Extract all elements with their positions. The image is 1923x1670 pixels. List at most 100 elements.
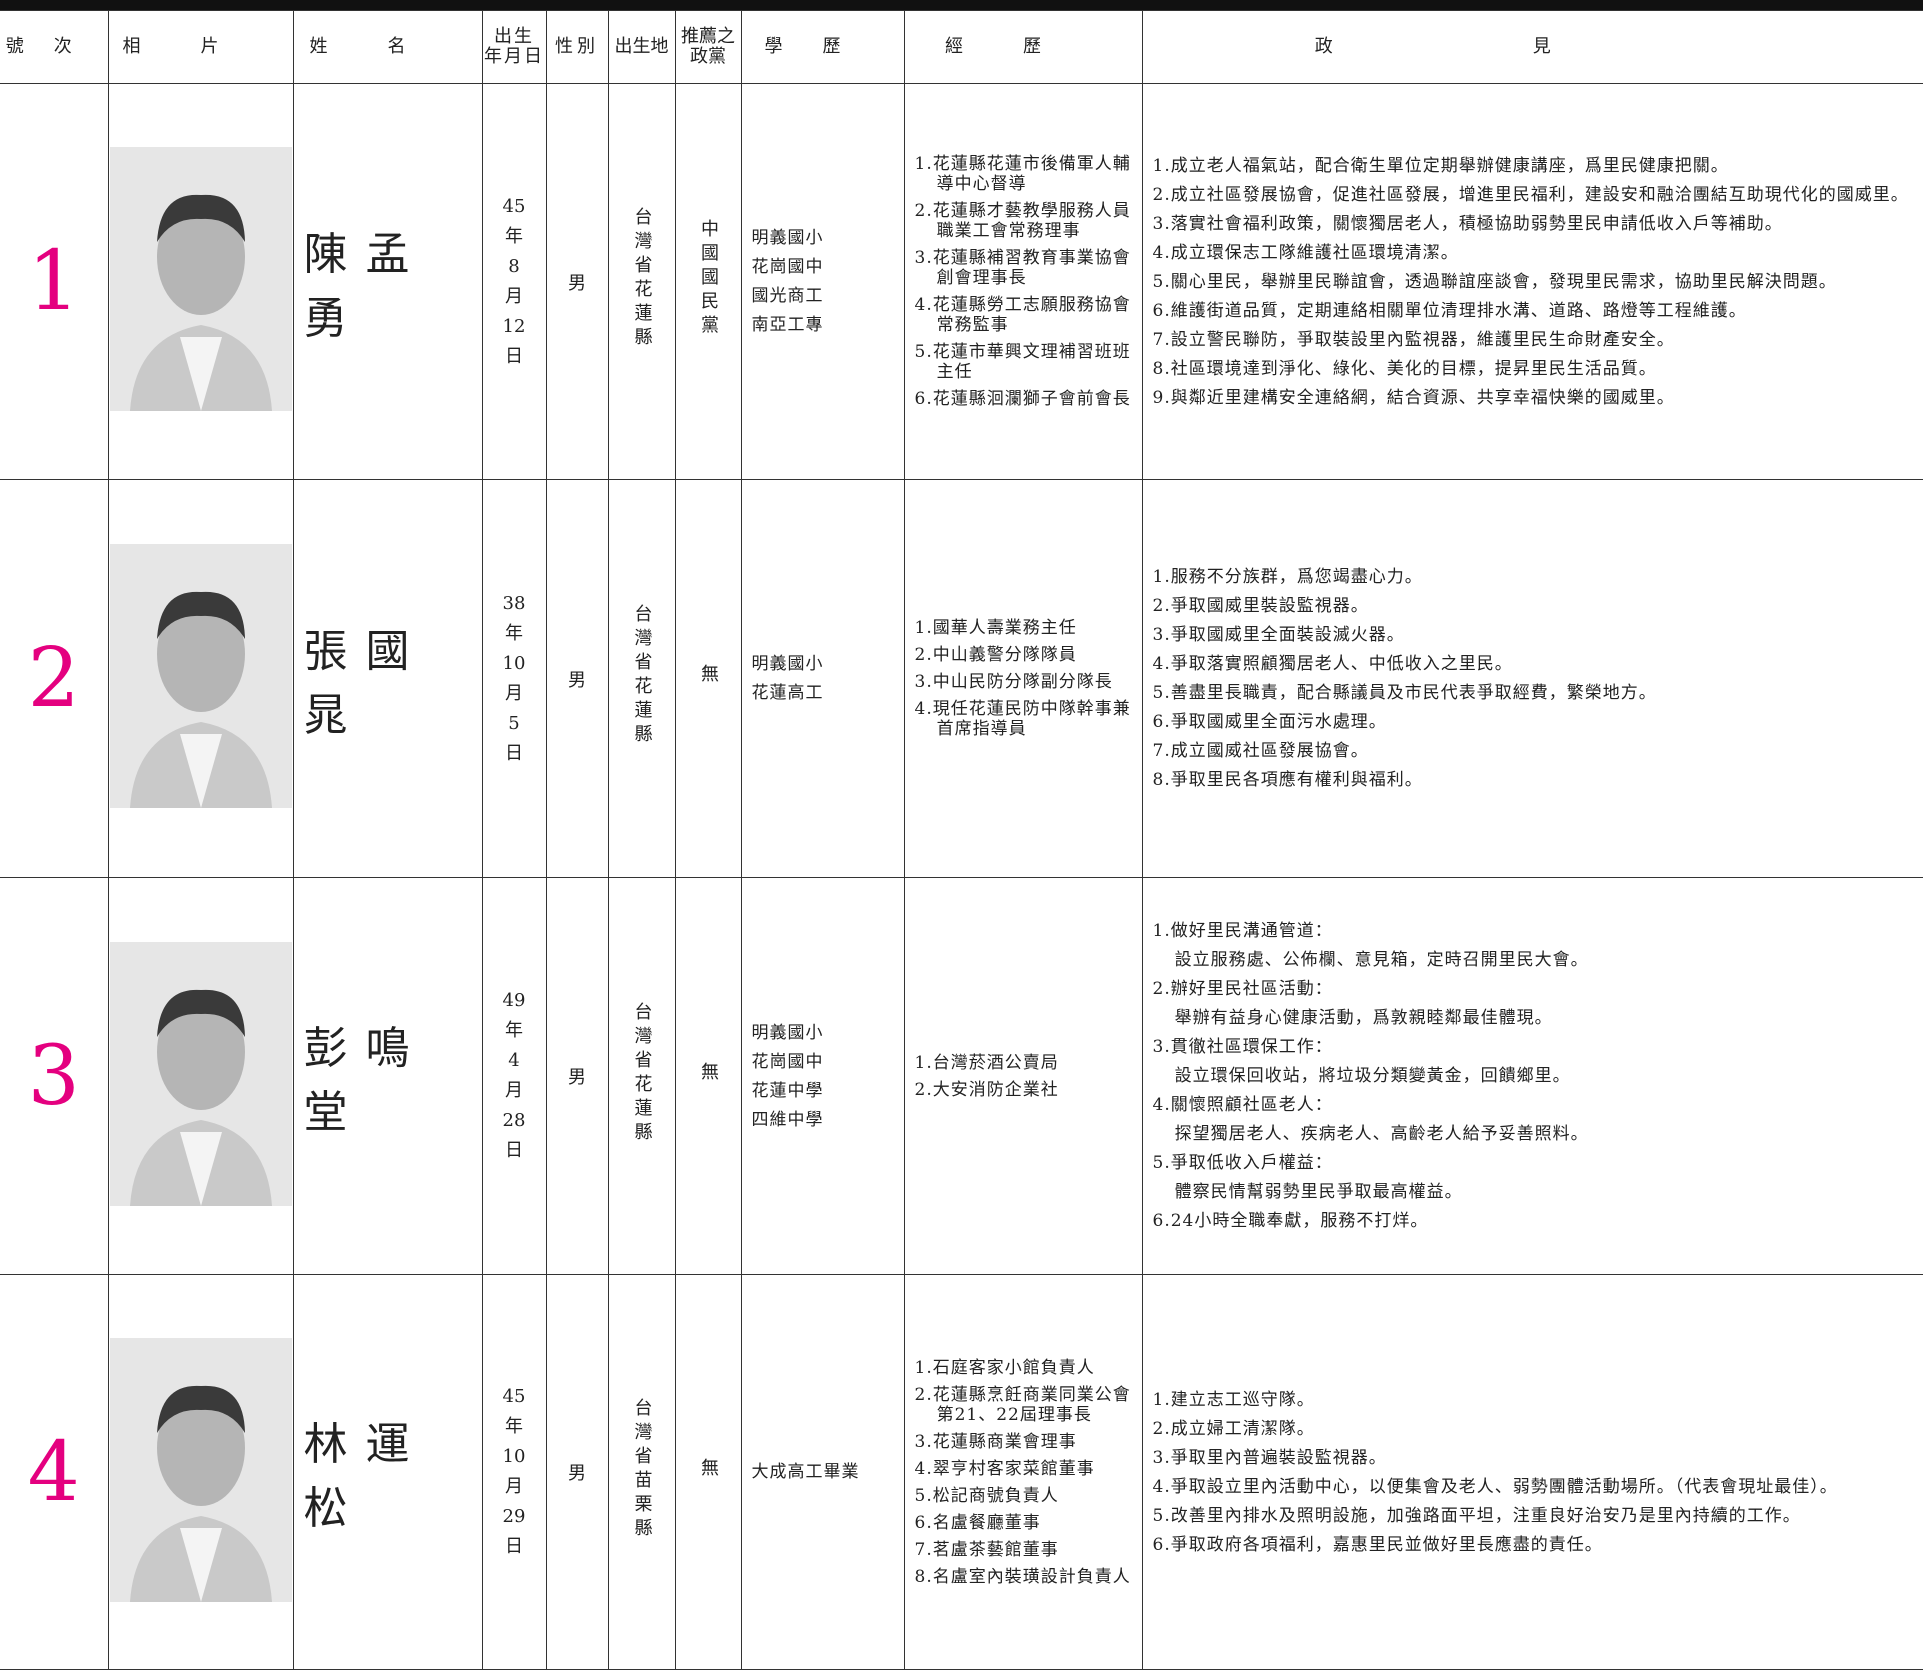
party: 無 xyxy=(698,1457,719,1482)
header-cell: 經歷 xyxy=(903,10,1143,84)
candidate-row: 2 張國晁 38 年 10 月 5 日男台灣省花蓮縣無明義國小 花蓮高工 1.國華人壽業務主任 2.… xyxy=(0,479,1923,878)
education-cell: 明義國小 花崗國中 國光商工 南亞工專 xyxy=(740,83,905,480)
experience-item: 2.花蓮縣才藝教學服務人員職業工會常務理事 xyxy=(914,201,1131,241)
platform-item: 7.成立國威社區發展協會。 xyxy=(1152,741,1369,761)
education-item: 四維中學 xyxy=(751,1109,824,1130)
birth-cell: 38 年 10 月 5 日 xyxy=(481,479,547,878)
candidate-number: 2 xyxy=(27,631,80,726)
birthplace-cell: 台灣省花蓮縣 xyxy=(607,877,676,1275)
birthplace-cell: 台灣省苗栗縣 xyxy=(607,1274,676,1670)
name-cell: 陳孟勇 xyxy=(292,83,483,480)
birth-part: 10 xyxy=(502,1446,526,1467)
candidate-row: 4 林運松 45 年 10 月 29 日 男 台灣省苗栗縣 無 大成高工畢業 1.石庭客家小館負責人 2.… xyxy=(0,1274,1923,1670)
platform-item: 5.善盡里長職責，配合縣議員及市民代表爭取經費，繁榮地方。 xyxy=(1152,683,1657,703)
header-text: 政見 xyxy=(1314,36,1751,58)
experience-item: 3.花蓮縣商業會理事 xyxy=(914,1431,1077,1452)
education-cell: 明義國小 花蓮高工 xyxy=(740,479,905,878)
header-row: 號次 相片 姓名 出生 年月日 性別 出生地 推薦之 政黨 學歷 經歷 政見 xyxy=(0,10,1923,84)
photo-cell xyxy=(107,877,294,1275)
birth-part: 月 xyxy=(505,682,523,704)
platform-item: 6.爭取國威里全面污水處理。 xyxy=(1152,712,1387,732)
number-cell: 2 xyxy=(0,479,109,878)
birth-part: 日 xyxy=(505,1536,523,1557)
education-item: 花崗國中 xyxy=(751,257,824,277)
candidate-name: 彭鳴堂 xyxy=(303,1023,428,1138)
number-cell: 3 xyxy=(0,877,109,1275)
experience-item: 5.花蓮市華興文理補習班班主任 xyxy=(914,342,1131,382)
experience-item: 1.國華人壽業務主任 xyxy=(914,618,1077,638)
platform-item: 6.維護街道品質，定期連絡相關單位清理排水溝、道路、路燈等工程維護。 xyxy=(1152,300,1747,321)
experience-item: 3.花蓮縣補習教育事業協會創會理事長 xyxy=(914,248,1131,288)
birthplace: 台灣省花蓮縣 xyxy=(631,1001,653,1146)
platform-item: 8.爭取里民各項應有權利與福利。 xyxy=(1152,770,1423,790)
birth-part: 日 xyxy=(505,742,523,764)
birth-part: 年 xyxy=(505,1416,523,1437)
birth-cell: 45 年 8 月 12 日 xyxy=(481,83,547,480)
party: 無 xyxy=(698,1061,719,1086)
platform-item: 7.設立警民聯防，爭取裝設里內監視器，維護里民生命財產安全。 xyxy=(1152,329,1675,350)
candidate-name: 陳孟勇 xyxy=(303,228,428,344)
birth-part: 月 xyxy=(505,285,523,307)
birth-part: 49 xyxy=(502,990,526,1011)
birth-part: 年 xyxy=(505,622,523,644)
platform-item: 3.貫徹社區環保工作： xyxy=(1152,1037,1333,1057)
education-item: 明義國小 xyxy=(751,228,824,248)
experience-item: 1.台灣菸酒公賣局 xyxy=(914,1052,1059,1073)
platform-item: 3.落實社會福利政策，關懷獨居老人，積極協助弱勢里民申請低收入戶等補助。 xyxy=(1152,213,1783,234)
header-cell: 性別 xyxy=(545,10,609,84)
platform-item: 1.服務不分族群，爲您竭盡心力。 xyxy=(1152,567,1423,587)
education-cell: 明義國小 花崗國中 花蓮中學 四維中學 xyxy=(740,877,905,1275)
education-item: 花崗國中 xyxy=(751,1051,824,1072)
header-text: 姓名 xyxy=(309,36,466,58)
birth-part: 29 xyxy=(502,1506,526,1527)
platform-item: 4.關懷照顧社區老人： xyxy=(1152,1095,1333,1115)
birth-part: 月 xyxy=(505,1080,523,1101)
photo-cell xyxy=(107,83,294,480)
platform-item: 2.成立社區發展協會，促進社區發展，增進里民福利，建設安和融洽團結互助現代化的國… xyxy=(1152,184,1909,205)
education-item: 大成高工畢業 xyxy=(751,1462,860,1482)
platform-item: 設立服務處、公佈欄、意見箱，定時召開里民大會。 xyxy=(1174,950,1589,970)
header-text: 性別 xyxy=(555,36,599,58)
experience-item: 8.名盧室內裝璜設計負責人 xyxy=(914,1566,1131,1587)
header-line: 年月日 xyxy=(484,46,544,67)
platform-item: 5.改善里內排水及照明設施，加強路面平坦，注重良好治安乃是里內持續的工作。 xyxy=(1152,1505,1801,1526)
platform-item: 5.關心里民，舉辦里民聯誼會，透過聯誼座談會，發現里民需求，協助里民解決問題。 xyxy=(1152,271,1837,292)
party-cell: 無 xyxy=(674,877,742,1275)
platform-item: 6.24小時全職奉獻，服務不打烊。 xyxy=(1152,1211,1429,1231)
platform-item: 4.爭取設立里內活動中心，以便集會及老人、弱勢團體活動場所。（代表會現址最佳）。 xyxy=(1152,1476,1838,1497)
birth-part: 10 xyxy=(502,652,526,674)
birth-part: 8 xyxy=(508,255,520,277)
experience-item: 1.花蓮縣花蓮市後備軍人輔導中心督導 xyxy=(914,154,1131,194)
platform-item: 舉辦有益身心健康活動，爲敦親睦鄰最佳體現。 xyxy=(1174,1008,1553,1028)
platform-item: 體察民情幫弱勢里民爭取最高權益。 xyxy=(1174,1182,1463,1202)
platform-cell: 1.做好里民溝通管道： 設立服務處、公佈欄、意見箱，定時召開里民大會。 2.辦好里民… xyxy=(1141,877,1923,1275)
header-text: 相片 xyxy=(122,36,279,58)
photo-cell xyxy=(107,479,294,878)
platform-cell: 1.成立老人福氣站，配合衛生單位定期舉辦健康講座，爲里民健康把關。 2.成立社區發… xyxy=(1141,83,1923,480)
experience-item: 2.大安消防企業社 xyxy=(914,1079,1059,1100)
birth-part: 5 xyxy=(508,712,520,734)
birthplace-cell: 台灣省花蓮縣 xyxy=(607,479,676,878)
photo-cell xyxy=(107,1274,294,1670)
header-line: 推薦之 xyxy=(681,26,735,48)
platform-item: 3.爭取國威里全面裝設滅火器。 xyxy=(1152,625,1405,645)
header-text: 出生地 xyxy=(614,36,669,58)
candidate-name: 張國晁 xyxy=(303,625,428,741)
gender-cell: 男 xyxy=(545,1274,609,1670)
platform-item: 9.與鄰近里建構安全連絡網，結合資源、共享幸福快樂的國威里。 xyxy=(1152,387,1675,408)
education-item: 明義國小 xyxy=(751,654,824,674)
header-cell: 學歷 xyxy=(740,10,905,84)
platform-item: 2.辦好里民社區活動： xyxy=(1152,979,1333,999)
birthplace: 台灣省苗栗縣 xyxy=(631,1397,653,1542)
name-cell: 林運松 xyxy=(292,1274,483,1670)
experience-item: 2.花蓮縣烹飪商業同業公會第21、22屆理事長 xyxy=(914,1384,1131,1425)
candidate-row: 3 彭鳴堂 49 年 4 月 28 日男台灣省花蓮縣無明義國小 花崗國中 花蓮中學 四維中學 1.台灣… xyxy=(0,877,1923,1275)
birth-part: 年 xyxy=(505,1020,523,1041)
platform-item: 4.成立環保志工隊維護社區環境清潔。 xyxy=(1152,242,1459,263)
education-item: 花蓮高工 xyxy=(751,683,824,703)
candidate-number: 1 xyxy=(27,234,80,329)
gender: 男 xyxy=(568,669,586,691)
gender-cell: 男 xyxy=(545,83,609,480)
header-cell: 出生 年月日 xyxy=(481,10,547,84)
